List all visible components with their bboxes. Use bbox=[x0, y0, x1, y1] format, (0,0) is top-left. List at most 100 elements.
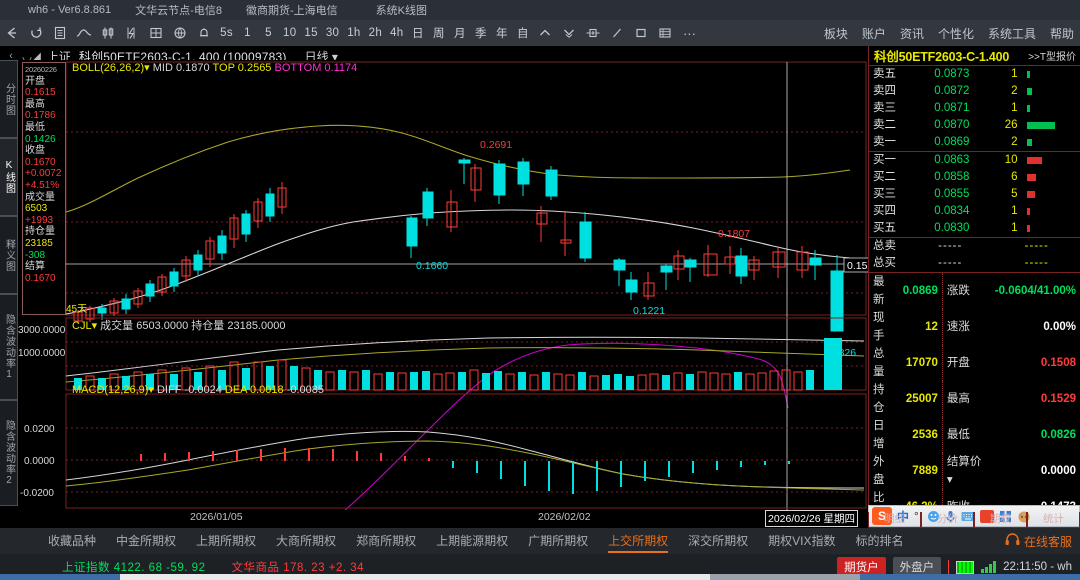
square-icon[interactable] bbox=[629, 20, 653, 46]
layout-icon[interactable] bbox=[653, 20, 677, 46]
period-1-button[interactable]: 1 bbox=[244, 27, 251, 39]
chevron-down-icon[interactable]: ▾ bbox=[946, 474, 953, 486]
vtab-implied-volatility-2[interactable]: 隐含波动率2 bbox=[0, 400, 18, 506]
bottom-tab-cffex-options[interactable]: 中金所期权 bbox=[116, 534, 177, 548]
lightning-icon[interactable] bbox=[120, 20, 144, 46]
vtab-interpretation-chart[interactable]: 释义图 bbox=[0, 216, 18, 294]
stat-high-label: 最高 bbox=[941, 381, 991, 417]
menu-account[interactable]: 账户 bbox=[861, 26, 886, 41]
period-quarter-button[interactable]: 季 bbox=[475, 28, 487, 40]
list-icon[interactable] bbox=[48, 20, 72, 46]
bottom-tab-shfe-options[interactable]: 上期所期权 bbox=[196, 534, 257, 548]
vtab-kline-chart[interactable]: K线图 bbox=[0, 138, 18, 216]
period-1h-button[interactable]: 1h bbox=[347, 27, 361, 39]
online-service-button[interactable]: 在线客服 bbox=[868, 528, 1080, 554]
apps-icon[interactable] bbox=[999, 510, 1012, 523]
bottom-tab-szse-options[interactable]: 深交所期权 bbox=[688, 534, 749, 548]
back-arrow-icon[interactable] bbox=[0, 20, 24, 46]
bottom-tab-underlying-ranking[interactable]: 标的排名 bbox=[855, 534, 904, 548]
bottom-tab-gfex-options[interactable]: 广期所期权 bbox=[528, 534, 589, 548]
table-row[interactable]: 卖二 0.0870 26 bbox=[869, 117, 1080, 134]
sogou-logo-icon[interactable]: S bbox=[872, 507, 892, 525]
table-row[interactable]: 买二 0.0858 6 bbox=[869, 169, 1080, 186]
refresh-icon[interactable] bbox=[24, 20, 48, 46]
subtab-options[interactable]: 期权 bbox=[974, 512, 1027, 528]
bottom-tab-favorites[interactable]: 收藏品种 bbox=[48, 534, 97, 548]
menu-system-tools[interactable]: 系统工具 bbox=[987, 26, 1036, 41]
vtab-minute-chart[interactable]: 分时图 bbox=[0, 60, 18, 138]
add-window-icon[interactable] bbox=[581, 20, 605, 46]
cjl-indicator-label[interactable]: CJL▾ 成交量 6503.0000 持仓量 23185.0000 bbox=[72, 320, 286, 332]
chart-area[interactable]: 0.1526 0.2691 0.1660 0.1807 0.1221 0.082… bbox=[18, 60, 868, 510]
t-quote-link[interactable]: >>T型报价 bbox=[1028, 52, 1076, 63]
period-day-button[interactable]: 日 bbox=[412, 28, 424, 40]
bottom-tab-sse-options[interactable]: 上交所期权 bbox=[608, 528, 669, 554]
bell-icon[interactable] bbox=[192, 20, 216, 46]
quote-panel-symbol: 科创50ETF2603-C-1.400 bbox=[874, 50, 1010, 64]
table-row[interactable]: 卖四 0.0872 2 bbox=[869, 83, 1080, 100]
stat-settle-label[interactable]: 结算价 ▾ bbox=[941, 453, 991, 489]
table-row[interactable]: 买四 0.0834 1 bbox=[869, 203, 1080, 220]
menu-help[interactable]: 帮助 bbox=[1049, 26, 1074, 41]
subtab-price-split[interactable]: 分价 bbox=[921, 512, 974, 528]
period-year-button[interactable]: 年 bbox=[496, 28, 508, 40]
bottom-tab-ine-options[interactable]: 上期能源期权 bbox=[436, 534, 509, 548]
table-row[interactable]: 买三 0.0855 5 bbox=[869, 186, 1080, 203]
candlestick-icon[interactable] bbox=[96, 20, 120, 46]
stat-totalvol-value: 17070 bbox=[905, 357, 938, 369]
bottom-tab-czce-options[interactable]: 郑商所期权 bbox=[356, 534, 417, 548]
chevron-double-down-icon[interactable] bbox=[557, 20, 581, 46]
cjl-oi-value: 23185.0000 bbox=[227, 320, 286, 332]
slash-line-icon[interactable] bbox=[605, 20, 629, 46]
symbol-back-icon[interactable]: ‹ bbox=[9, 50, 13, 62]
period-15-button[interactable]: 15 bbox=[304, 27, 318, 39]
menu-personalize[interactable]: 个性化 bbox=[937, 26, 974, 41]
keyboard-icon[interactable] bbox=[961, 511, 975, 522]
quote-volume-value: 6503 bbox=[25, 203, 48, 215]
period-4h-button[interactable]: 4h bbox=[390, 27, 404, 39]
stat-daychange-value: 2536 bbox=[912, 429, 938, 441]
face-icon[interactable] bbox=[927, 510, 940, 523]
period-5s-button[interactable]: 5s bbox=[220, 27, 233, 39]
period-week-button[interactable]: 周 bbox=[433, 28, 445, 40]
ask2-bar bbox=[1021, 117, 1080, 134]
mic-icon[interactable] bbox=[945, 510, 956, 523]
globe-icon[interactable] bbox=[168, 20, 192, 46]
table-row[interactable]: 买一 0.0863 10 bbox=[869, 151, 1080, 169]
bid3-qty: 5 bbox=[1011, 188, 1018, 200]
total-sell-v2: ----- bbox=[1024, 240, 1049, 252]
bottom-tab-vix-index[interactable]: 期权VIX指数 bbox=[768, 534, 836, 548]
period-2h-button[interactable]: 2h bbox=[368, 27, 383, 39]
subtab-statistics[interactable]: 统计 bbox=[1027, 512, 1080, 528]
period-month-button[interactable]: 月 bbox=[454, 28, 466, 40]
curve-chart-icon[interactable] bbox=[72, 20, 96, 46]
price-label-mid: 0.1660 bbox=[416, 260, 448, 272]
futures-account-button[interactable]: 期货户 bbox=[837, 557, 886, 577]
shirt-icon[interactable] bbox=[980, 509, 995, 523]
period-5-button[interactable]: 5 bbox=[265, 27, 272, 39]
sse-index-name: 上证指数 bbox=[62, 562, 110, 574]
vtab-implied-volatility-1[interactable]: 隐含波动率1 bbox=[0, 294, 18, 400]
kline-chart-svg[interactable]: 0.1526 0.2691 0.1660 0.1807 0.1221 0.082… bbox=[18, 60, 868, 510]
grid-window-icon[interactable] bbox=[144, 20, 168, 46]
table-row[interactable]: 卖一 0.0869 2 bbox=[869, 134, 1080, 152]
more-icon[interactable]: ··· bbox=[682, 25, 696, 41]
table-row[interactable]: 买五 0.0830 1 bbox=[869, 220, 1080, 237]
boll-indicator-label[interactable]: BOLL(26,26,2)▾ MID 0.1870 TOP 0.2565 BOT… bbox=[72, 62, 358, 74]
chevron-up-icon[interactable] bbox=[533, 20, 557, 46]
volume-axis-label-1: 3000.0000 bbox=[18, 325, 66, 336]
menu-sector[interactable]: 板块 bbox=[823, 26, 848, 41]
period-30-button[interactable]: 30 bbox=[325, 27, 340, 39]
period-10-button[interactable]: 10 bbox=[283, 27, 297, 39]
menu-news[interactable]: 资讯 bbox=[899, 26, 924, 41]
subtab-detail[interactable]: 明细 bbox=[868, 512, 921, 528]
table-row[interactable]: 卖三 0.0871 1 bbox=[869, 100, 1080, 117]
table-row[interactable]: 卖五 0.0873 1 bbox=[869, 66, 1080, 83]
macd-indicator-label[interactable]: MACD(12,26,9)▾ DIFF -0.0024 DEA 0.0018 -… bbox=[72, 384, 325, 396]
ask3-bar bbox=[1021, 100, 1080, 117]
ime-chinese-mode-icon[interactable]: 中 bbox=[897, 509, 910, 524]
bottom-tab-dce-options[interactable]: 大商所期权 bbox=[276, 534, 337, 548]
foreign-account-button[interactable]: 外盘户 bbox=[892, 557, 942, 577]
period-custom-button[interactable]: 自 bbox=[517, 28, 529, 40]
ime-punctuation-icon[interactable]: °, bbox=[914, 509, 923, 523]
